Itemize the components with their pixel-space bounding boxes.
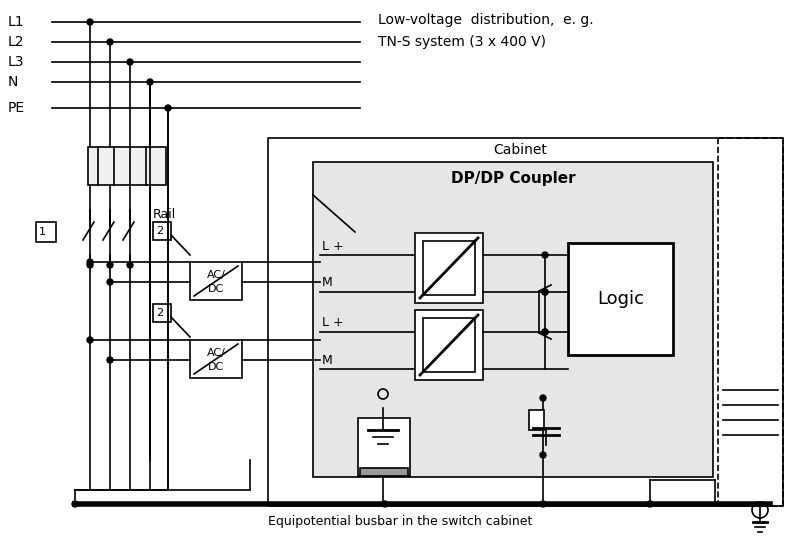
Circle shape (107, 279, 113, 285)
Circle shape (542, 289, 548, 295)
Circle shape (382, 501, 388, 507)
Text: L2: L2 (8, 35, 24, 49)
Text: AC/: AC/ (207, 271, 225, 280)
Circle shape (87, 337, 93, 343)
FancyBboxPatch shape (568, 243, 673, 355)
Text: Low-voltage  distribution,  e. g.: Low-voltage distribution, e. g. (378, 13, 593, 27)
Circle shape (87, 19, 93, 25)
Text: DP/DP Coupler: DP/DP Coupler (451, 170, 576, 186)
Text: L1: L1 (8, 15, 25, 29)
FancyBboxPatch shape (415, 310, 483, 380)
Text: M: M (322, 354, 332, 366)
Text: DC: DC (208, 363, 224, 372)
Circle shape (127, 59, 133, 65)
Text: Logic: Logic (597, 290, 644, 308)
Text: Equipotential busbar in the switch cabinet: Equipotential busbar in the switch cabin… (268, 516, 532, 528)
Circle shape (147, 79, 153, 85)
Text: Rail: Rail (153, 208, 176, 222)
Circle shape (542, 252, 548, 258)
Circle shape (540, 501, 546, 507)
FancyBboxPatch shape (313, 162, 713, 477)
Circle shape (107, 262, 113, 268)
Circle shape (542, 289, 548, 295)
FancyBboxPatch shape (190, 340, 242, 378)
Circle shape (542, 329, 548, 335)
Circle shape (542, 329, 548, 335)
Text: AC/: AC/ (207, 348, 225, 358)
Circle shape (87, 259, 93, 265)
FancyBboxPatch shape (88, 147, 166, 185)
Text: 2: 2 (156, 226, 163, 236)
Circle shape (107, 39, 113, 45)
FancyBboxPatch shape (415, 233, 483, 303)
FancyBboxPatch shape (190, 262, 242, 300)
Text: TN-S system (3 x 400 V): TN-S system (3 x 400 V) (378, 35, 546, 49)
Text: Cabinet: Cabinet (493, 143, 547, 157)
Text: 2: 2 (156, 308, 163, 318)
Text: DC: DC (208, 284, 224, 294)
FancyBboxPatch shape (358, 418, 410, 476)
Circle shape (165, 105, 171, 111)
Text: PE: PE (8, 101, 25, 115)
Text: 1: 1 (39, 227, 46, 237)
Circle shape (107, 357, 113, 363)
Text: L +: L + (322, 316, 344, 329)
Text: N: N (8, 75, 19, 89)
Text: M: M (322, 277, 332, 289)
Circle shape (647, 501, 653, 507)
Circle shape (540, 395, 546, 401)
Circle shape (87, 262, 93, 268)
Circle shape (540, 452, 546, 458)
Circle shape (72, 501, 78, 507)
FancyBboxPatch shape (360, 468, 408, 476)
Text: L +: L + (322, 240, 344, 252)
FancyBboxPatch shape (529, 410, 544, 430)
Circle shape (127, 262, 133, 268)
Text: L3: L3 (8, 55, 24, 69)
